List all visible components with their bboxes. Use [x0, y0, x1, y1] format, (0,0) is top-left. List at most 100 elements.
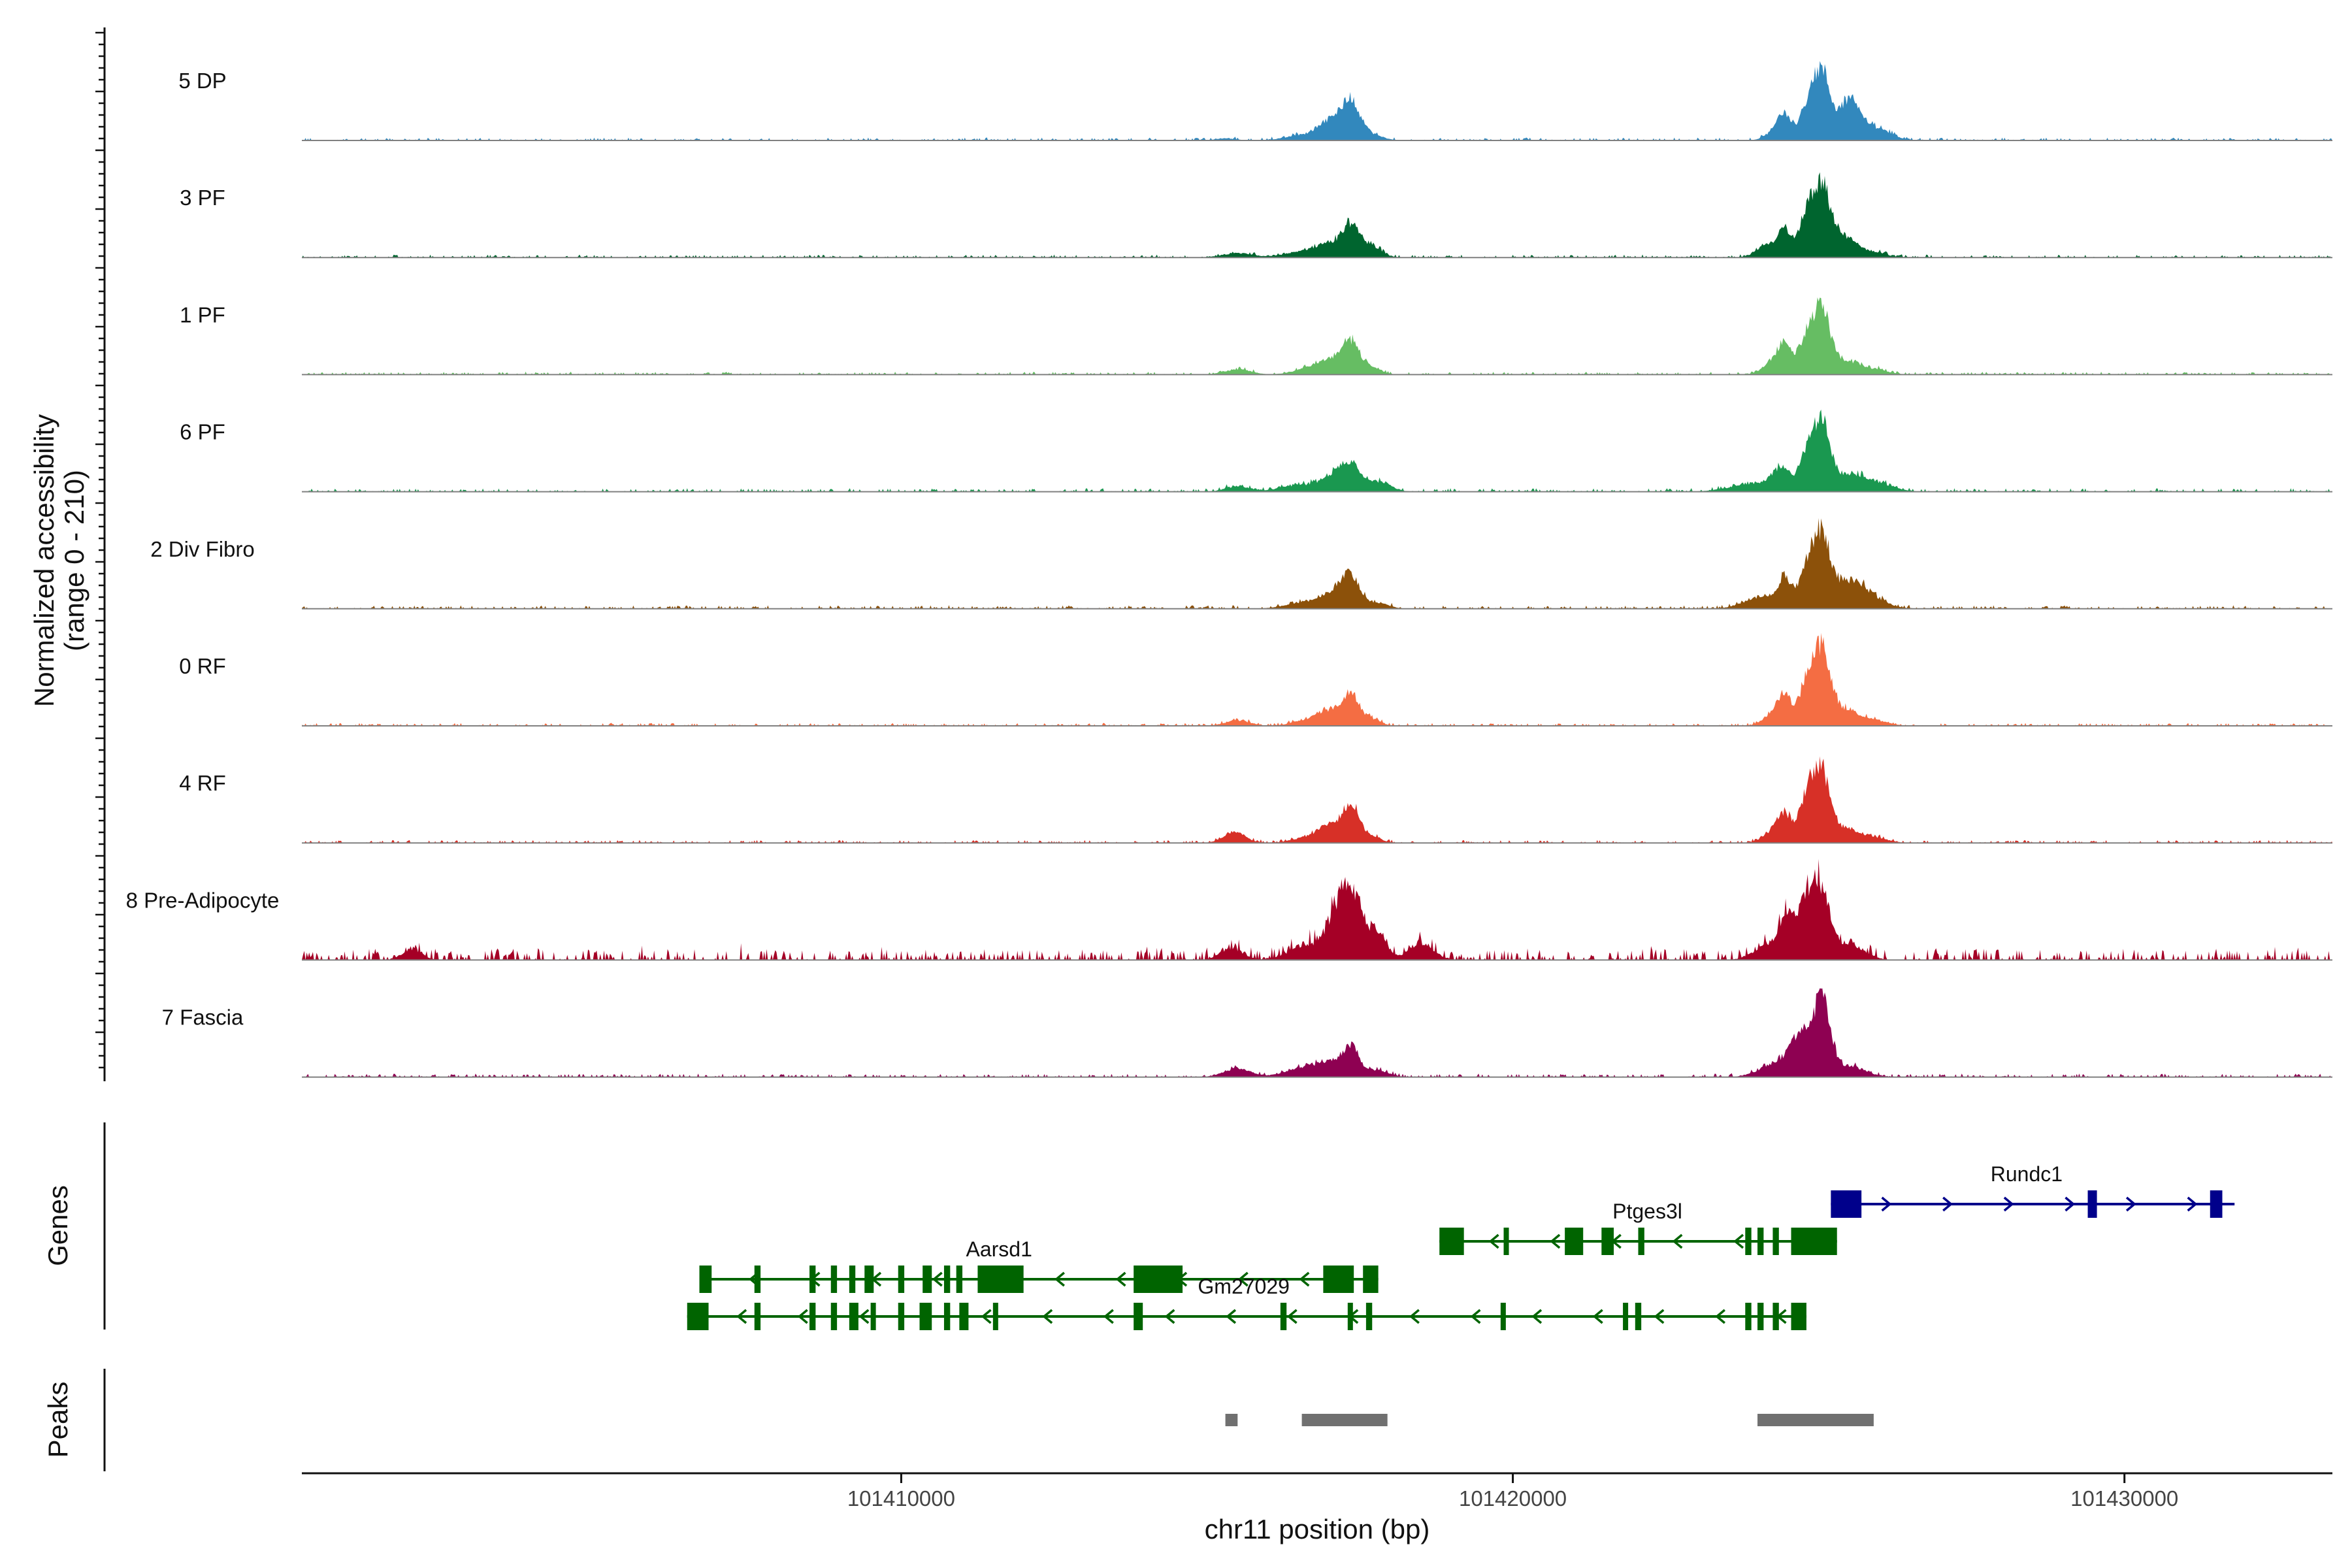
exon [1745, 1303, 1752, 1330]
strand-arrow [1550, 1233, 1561, 1249]
track-3-pf: 3 PF [180, 172, 2332, 259]
exon [1745, 1228, 1752, 1255]
strand-arrow [1592, 1309, 1603, 1324]
strand-arrow [2003, 1196, 2014, 1212]
exon [1635, 1303, 1642, 1330]
x-tick-label: 101420000 [1459, 1486, 1567, 1511]
strand-arrow [981, 1309, 992, 1324]
y-axis-title-line1: Normalized accessibility [29, 414, 59, 707]
exon [1134, 1266, 1183, 1293]
gene-aarsd1: Aarsd1 [699, 1237, 1379, 1293]
exon [1323, 1266, 1354, 1293]
exon [1757, 1303, 1764, 1330]
exon [1757, 1228, 1764, 1255]
strand-arrow [797, 1309, 808, 1324]
exon [992, 1303, 998, 1330]
strand-arrow [1054, 1271, 1065, 1287]
coverage-area [302, 61, 2332, 140]
coverage-area [302, 410, 2332, 492]
track-6-pf: 6 PF [180, 410, 2332, 493]
exon [870, 1303, 876, 1330]
coverage-y-axis-ticks [95, 31, 105, 1069]
strand-arrow [2187, 1196, 2198, 1212]
gene-ptges3l: Ptges3l [1439, 1200, 1837, 1255]
strand-arrow [1042, 1309, 1053, 1324]
strand-arrow [1409, 1309, 1420, 1324]
exon [1134, 1303, 1143, 1330]
track-8-pre-adipocyte: 8 Pre-Adipocyte [126, 858, 2332, 961]
y-axis-title: Normalized accessibility (range 0 - 210) [29, 414, 90, 707]
track-label: 6 PF [180, 420, 225, 444]
track-label: 2 Div Fibro [150, 537, 255, 561]
exon [1439, 1228, 1464, 1255]
peak-region [1757, 1414, 1874, 1426]
x-tick-label: 101410000 [847, 1486, 955, 1511]
exon [943, 1303, 951, 1330]
exon [956, 1266, 963, 1293]
track-label: 3 PF [180, 186, 225, 210]
x-axis-title: chr11 position (bp) [1205, 1514, 1430, 1544]
strand-arrow [1733, 1233, 1744, 1249]
gene-track: Rundc1 Ptges3l Aarsd1 Gm27029 [687, 1162, 2235, 1330]
exon [830, 1266, 838, 1293]
coverage-area [302, 172, 2332, 258]
exon [898, 1303, 905, 1330]
strand-arrow [736, 1309, 747, 1324]
track-label: 0 RF [179, 654, 226, 678]
coverage-area [302, 988, 2332, 1077]
exon [959, 1303, 969, 1330]
peaks-panel-label: Peaks [42, 1382, 73, 1458]
coverage-area [302, 632, 2332, 726]
peak-region [1225, 1414, 1238, 1426]
track-5-dp: 5 DP [178, 61, 2332, 141]
strand-arrow [932, 1271, 943, 1287]
exon [2210, 1190, 2223, 1218]
genes-panel-label: Genes [42, 1185, 73, 1266]
track-0-rf: 0 RF [179, 632, 2332, 727]
exon [1791, 1303, 1806, 1330]
strand-arrow [1164, 1309, 1175, 1324]
exon [1365, 1303, 1373, 1330]
strand-arrow [1654, 1309, 1665, 1324]
track-2-div-fibro: 2 Div Fibro [150, 518, 2332, 610]
strand-arrow [1672, 1233, 1683, 1249]
y-axis-title-line2: (range 0 - 210) [59, 470, 90, 651]
exon [830, 1303, 838, 1330]
exon [1347, 1303, 1353, 1330]
strand-arrow [2065, 1196, 2076, 1212]
gene-gm27029: Gm27029 [687, 1275, 1806, 1330]
strand-arrow [1115, 1271, 1126, 1287]
exon [2087, 1190, 2097, 1218]
exon [687, 1303, 709, 1330]
strand-arrow [1942, 1196, 1953, 1212]
peak-region [1301, 1414, 1388, 1426]
strand-arrow [1881, 1196, 1892, 1212]
exon [849, 1266, 856, 1293]
exon [1601, 1228, 1614, 1255]
x-axis-ticks: 101410000 101420000 101430000 [847, 1473, 2178, 1511]
strand-arrow [1531, 1309, 1543, 1324]
gene-label: Rundc1 [1991, 1162, 2063, 1186]
strand-arrow [1103, 1309, 1114, 1324]
exon [1623, 1303, 1629, 1330]
strand-arrow [1237, 1271, 1249, 1287]
track-label: 1 PF [180, 302, 225, 327]
exon [754, 1303, 761, 1330]
exon [864, 1266, 874, 1293]
gene-label: Gm27029 [1198, 1275, 1290, 1298]
exon [1503, 1228, 1509, 1255]
track-7-fascia: 7 Fascia [162, 988, 2332, 1078]
exon [977, 1266, 1024, 1293]
peaks-track [1225, 1414, 1874, 1426]
track-4-rf: 4 RF [179, 756, 2332, 844]
exon [809, 1266, 816, 1293]
exon [1280, 1303, 1287, 1330]
exon [1363, 1266, 1379, 1293]
strand-arrow [1286, 1309, 1298, 1324]
strand-arrow [858, 1309, 870, 1324]
coverage-area [302, 858, 2332, 960]
exon [754, 1266, 761, 1293]
exon [809, 1303, 816, 1330]
coverage-area [302, 756, 2332, 843]
exon [699, 1266, 712, 1293]
